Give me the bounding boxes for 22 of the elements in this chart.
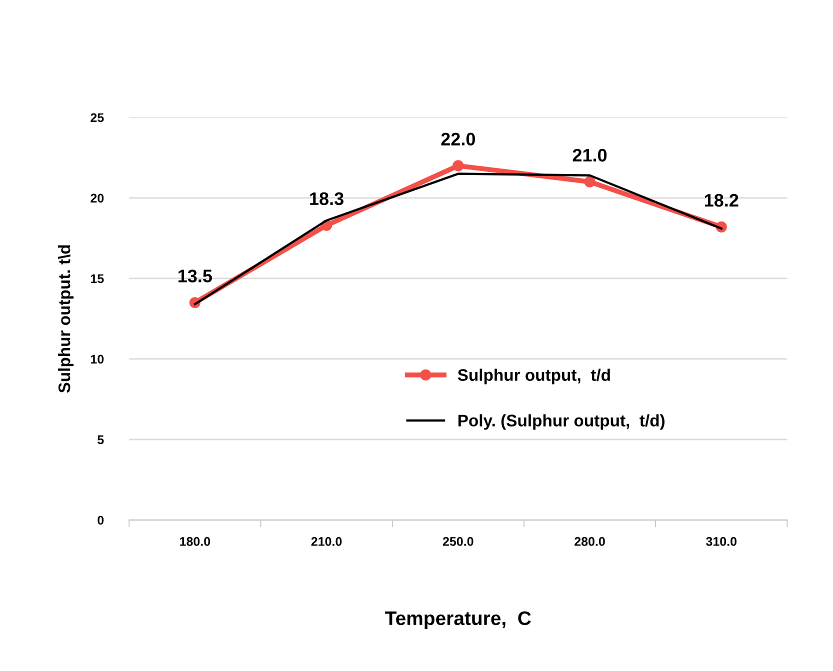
y-tick-label: 25 [90, 113, 104, 122]
x-tick-label: 180.0 [180, 537, 210, 546]
legend-label: Poly. (Sulphur output, t/d) [458, 414, 665, 430]
y-tick-label: 0 [98, 516, 104, 525]
x-tick-label: 250.0 [442, 537, 474, 546]
data-label: 18.3 [310, 192, 344, 206]
y-axis-title: Sulphur output. t\d [58, 245, 74, 393]
y-tick-label: 15 [91, 274, 104, 284]
point [584, 176, 596, 188]
legend-label: Sulphur output, t/d [458, 368, 610, 384]
point [452, 160, 464, 172]
data-label: 22.0 [441, 132, 475, 146]
data-label: 21.0 [572, 148, 607, 162]
data-label: 18.2 [704, 194, 738, 207]
x-tick-label: 280.0 [574, 537, 605, 546]
y-tick-label: 5 [98, 435, 104, 444]
data-label: 13.5 [178, 270, 212, 282]
x-axis-title: Temperature, C [385, 611, 531, 629]
x-tick-label: 210.0 [311, 537, 342, 546]
y-tick-label: 10 [91, 354, 104, 364]
x-tick-label: 310.0 [706, 537, 737, 546]
y-tick-label: 20 [90, 194, 104, 203]
